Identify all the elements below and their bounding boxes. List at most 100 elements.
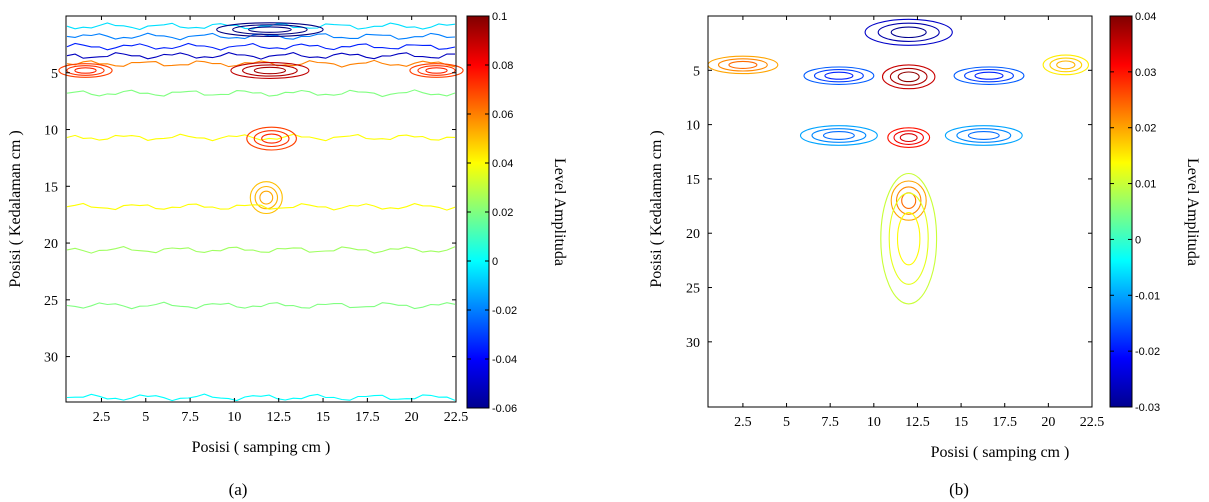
colorbar-tick-label: 0.02	[492, 207, 513, 219]
y-tick-label: 20	[44, 237, 58, 252]
panel-a-contours	[58, 22, 464, 402]
contour-blob	[230, 62, 310, 79]
contour-line	[66, 393, 456, 402]
contour-blob	[890, 26, 927, 39]
x-tick-label: 17.5	[992, 415, 1017, 430]
contour-line	[66, 52, 456, 60]
x-tick-label: 22.5	[1080, 415, 1105, 430]
panel-a-y-ticks: 5 10 15 20 25 30	[44, 67, 456, 366]
panel-a-colorbar-ticks: 0.1 0.08 0.06 0.04 0.02 0 -0.02 -0.04 -0.06	[467, 11, 517, 415]
contour-blob	[417, 65, 456, 76]
colorbar-tick-label: -0.06	[492, 403, 517, 415]
contour-line	[66, 42, 456, 51]
panel-b-y-ticks: 5 10 15 20 25 30	[686, 64, 1092, 351]
contour-blob	[261, 133, 283, 144]
y-tick-label: 15	[686, 173, 700, 188]
panel-a-colorbar-label: Level Amplituda	[551, 158, 568, 266]
x-tick-label: 12.5	[905, 415, 930, 430]
y-tick-label: 25	[686, 282, 700, 297]
colorbar-tick-label: 0	[492, 256, 498, 268]
colorbar-tick-label: 0.02	[1135, 123, 1156, 135]
x-tick-label: 20	[1041, 415, 1055, 430]
panel-a-x-ticks: 2.5 5 7.5 10 12.5 15 17.5 20 22.5	[93, 16, 469, 425]
x-tick-label: 2.5	[93, 410, 111, 425]
x-tick-label: 7.5	[821, 415, 839, 430]
contour-blob	[728, 60, 758, 69]
colorbar-tick-label: -0.01	[1135, 290, 1160, 302]
x-tick-label: 7.5	[181, 410, 199, 425]
colorbar-tick-label: 0.04	[1135, 11, 1156, 23]
colorbar-tick-label: -0.02	[492, 305, 517, 317]
contour-line	[66, 133, 456, 142]
panel-a-plot-frame	[65, 15, 457, 403]
x-tick-label: 15	[316, 410, 330, 425]
colorbar-tick-label: -0.02	[1135, 346, 1160, 358]
panel-b: 2.5 5 7.5 10 12.5 15 17.5 20 22.5 5 10 15 20 25 30 0.…	[648, 11, 1201, 499]
y-tick-label: 15	[44, 180, 58, 195]
x-tick-label: 10	[227, 410, 241, 425]
panel-b-colorbar-label: Level Amplituda	[1184, 158, 1201, 266]
panel-b-x-ticks: 2.5 5 7.5 10 12.5 15 17.5 20 22.5	[734, 16, 1104, 430]
contour-blob	[822, 131, 855, 140]
y-tick-label: 30	[686, 336, 700, 351]
contour-blob	[896, 212, 921, 266]
contour-blob	[232, 24, 308, 35]
contour-blob	[246, 126, 297, 151]
contour-blob	[877, 22, 940, 42]
panel-b-contours	[707, 18, 1090, 305]
contour-blob	[889, 67, 928, 86]
contour-blob	[1042, 54, 1090, 76]
x-tick-label: 5	[783, 415, 790, 430]
panel-b-plot-frame	[707, 15, 1093, 408]
contour-blob	[811, 128, 867, 143]
colorbar-tick-label: 0	[1135, 234, 1141, 246]
contour-blob	[66, 65, 105, 76]
y-tick-label: 5	[693, 64, 700, 79]
contour-blob	[242, 64, 298, 77]
contour-line	[66, 202, 456, 211]
contour-blob	[964, 69, 1014, 83]
contour-blob	[259, 190, 274, 205]
contour-blob	[824, 71, 854, 80]
panel-b-ylabel: Posisi ( Kedalaman cm )	[648, 130, 665, 287]
contour-blob	[974, 71, 1004, 80]
y-tick-label: 20	[686, 227, 700, 242]
contour-blob	[249, 181, 283, 215]
contour-blob	[803, 66, 875, 85]
contour-blob	[216, 22, 324, 37]
contour-blob	[254, 185, 279, 210]
y-tick-label: 25	[44, 294, 58, 309]
contour-blob	[944, 125, 1023, 146]
x-tick-label: 22.5	[444, 410, 469, 425]
contour-blob	[895, 186, 922, 215]
contour-blob	[799, 125, 878, 146]
contour-blob	[967, 131, 1000, 140]
contour-blob	[899, 133, 918, 143]
x-tick-label: 17.5	[355, 410, 380, 425]
contour-blob	[953, 66, 1025, 85]
x-tick-label: 2.5	[734, 415, 752, 430]
contour-blob	[717, 58, 768, 72]
contour-line	[66, 301, 456, 310]
contour-blob	[888, 192, 929, 285]
contour-blob	[956, 128, 1012, 143]
colorbar-tick-label: 0.08	[492, 60, 513, 72]
y-tick-label: 30	[44, 351, 58, 366]
x-tick-label: 10	[867, 415, 881, 430]
contour-blob	[901, 192, 917, 209]
contour-blob	[864, 18, 953, 46]
x-tick-label: 15	[954, 415, 968, 430]
contour-blob	[409, 63, 464, 78]
panel-a-xlabel: Posisi ( samping cm )	[192, 439, 331, 456]
contour-blob	[880, 172, 938, 305]
contour-blob	[813, 69, 864, 83]
colorbar-tick-label: 0.06	[492, 109, 513, 121]
colorbar-tick-label: 0.03	[1135, 67, 1156, 79]
colorbar-tick-label: -0.04	[492, 354, 517, 366]
contour-blob	[897, 71, 920, 83]
contour-blob	[248, 26, 292, 33]
contour-blob	[887, 127, 931, 148]
panel-a-label: (a)	[229, 480, 248, 499]
contour-blob	[253, 66, 287, 75]
